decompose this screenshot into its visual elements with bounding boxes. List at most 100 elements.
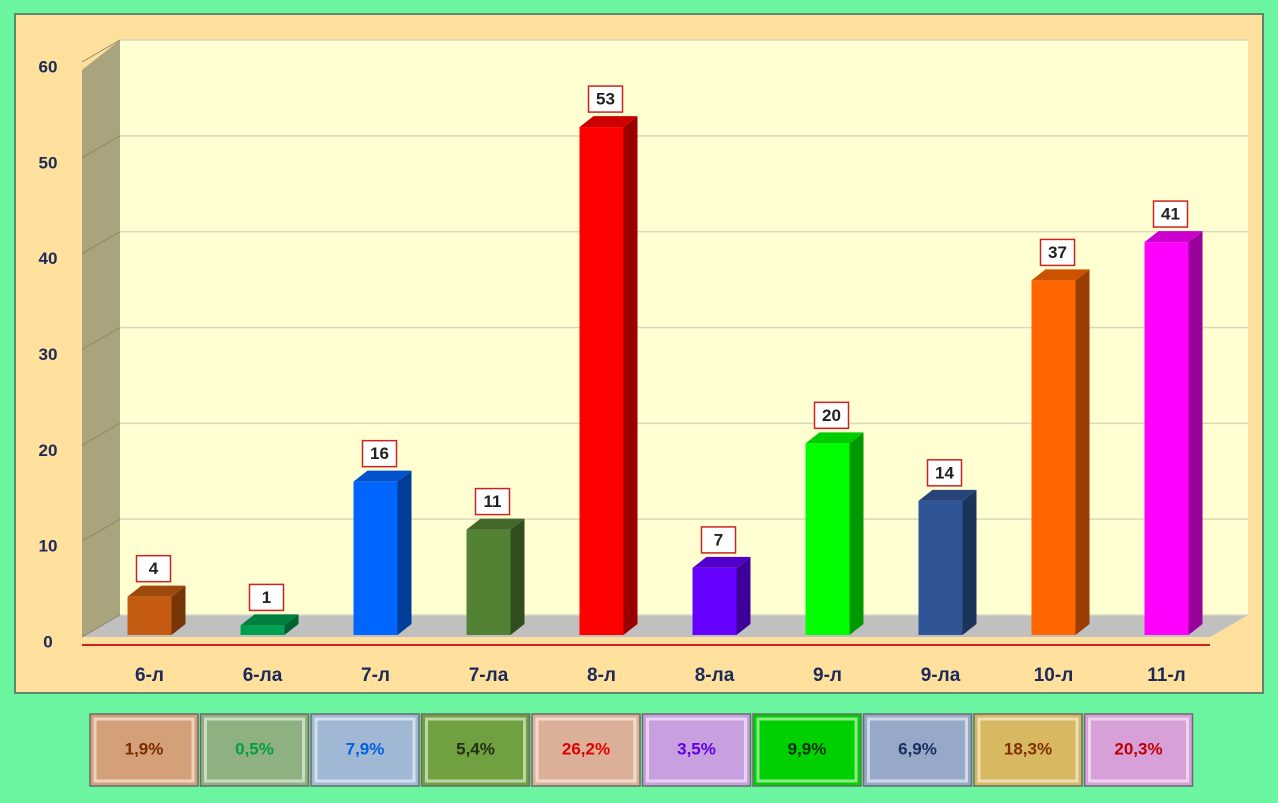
share-label: 5,4% (456, 739, 495, 758)
bar-side (510, 518, 525, 635)
bar (579, 127, 624, 635)
bar-side (849, 432, 864, 635)
value-label-box (1039, 238, 1076, 267)
value-label-box (135, 554, 172, 583)
share-box-bevel (646, 717, 747, 783)
share-box (1083, 713, 1194, 787)
share-box (641, 713, 752, 787)
x-tick-label: 7-ла (469, 665, 509, 686)
x-tick-label: 8-ла (695, 665, 735, 686)
bar (692, 567, 737, 635)
bar (918, 500, 963, 635)
share-label: 18,3% (1004, 739, 1052, 758)
bar-side (736, 556, 751, 635)
y-tick-label: 0 (43, 632, 52, 651)
bar-top (805, 432, 864, 444)
share-box-bevel (93, 717, 195, 783)
bar-side (397, 470, 412, 635)
bar (805, 443, 850, 635)
share-box-bevel (1088, 717, 1189, 783)
grid-line (81, 39, 121, 63)
y-tick-label: 50 (39, 153, 58, 172)
share-box-bevel (314, 717, 416, 783)
bar-top (466, 518, 525, 530)
grid-line (81, 231, 121, 255)
y-tick-label: 30 (39, 345, 58, 364)
value-label-box (700, 526, 737, 554)
value-label-box (248, 583, 285, 612)
bar-top (353, 470, 412, 482)
value-label: 7 (714, 530, 723, 549)
share-label: 7,9% (346, 739, 385, 758)
share-label: 9,9% (788, 739, 827, 758)
value-label-box (361, 439, 398, 468)
share-box (310, 713, 420, 787)
bar-side (962, 489, 977, 635)
value-label: 4 (149, 559, 159, 578)
value-label-box (813, 401, 850, 430)
share-box-bevel (977, 717, 1079, 783)
share-box-bevel (204, 717, 305, 783)
bar-side (1075, 269, 1090, 635)
bar-top (1144, 231, 1203, 243)
x-tick-label: 9-ла (921, 665, 961, 686)
share-label: 6,9% (898, 739, 937, 758)
share-label: 20,3% (1114, 739, 1162, 758)
y-tick-label: 40 (39, 249, 58, 268)
bar (1031, 280, 1076, 635)
value-label-box (587, 85, 624, 113)
bar (127, 596, 172, 635)
share-box (531, 713, 641, 787)
share-label: 0,5% (235, 739, 274, 758)
bar-side (1188, 231, 1203, 636)
share-box-bevel (867, 717, 968, 783)
x-tick-label: 6-ла (243, 665, 283, 686)
x-tick-label: 8-л (587, 665, 616, 686)
grid-line (81, 327, 121, 350)
share-box (199, 713, 310, 787)
share-box-bevel (535, 717, 637, 783)
share-label: 26,2% (562, 739, 610, 758)
bar-top (579, 116, 638, 128)
x-tick-label: 7-л (361, 665, 390, 686)
share-box (973, 713, 1083, 787)
bar (466, 529, 511, 635)
bar-top (918, 489, 977, 501)
value-label-box (1152, 200, 1189, 228)
x-tick-label: 10-л (1034, 665, 1074, 686)
share-box (89, 713, 199, 787)
x-tick-label: 6-л (135, 665, 164, 686)
value-label: 1 (262, 588, 271, 607)
grid-line (81, 135, 121, 159)
x-tick-label: 11-л (1147, 665, 1185, 686)
bar (1144, 242, 1189, 636)
y-tick-label: 20 (39, 441, 58, 460)
value-label: 53 (596, 90, 615, 109)
value-label: 37 (1048, 243, 1067, 262)
y-tick-label: 10 (39, 537, 58, 556)
bar-top (240, 614, 299, 626)
bar-top (127, 585, 186, 597)
bar (240, 625, 285, 635)
value-label: 14 (935, 463, 954, 482)
bar-side (623, 116, 638, 636)
share-box-bevel (756, 717, 858, 783)
x-tick-label: 9-л (813, 665, 842, 686)
value-label: 20 (822, 406, 841, 425)
value-label-box (474, 487, 511, 516)
grid-line (81, 614, 121, 638)
bar-top (1031, 269, 1090, 281)
value-label: 16 (370, 444, 389, 463)
value-label-box (926, 459, 963, 487)
grid-line (81, 518, 121, 542)
share-box (420, 713, 531, 787)
share-label: 1,9% (125, 739, 164, 758)
bar (353, 481, 398, 635)
bar-side (284, 614, 299, 635)
value-label: 11 (484, 492, 502, 511)
bar-top (692, 556, 751, 568)
y-tick-label: 60 (39, 57, 58, 76)
share-box-bevel (425, 717, 526, 783)
bar-side (171, 585, 186, 635)
